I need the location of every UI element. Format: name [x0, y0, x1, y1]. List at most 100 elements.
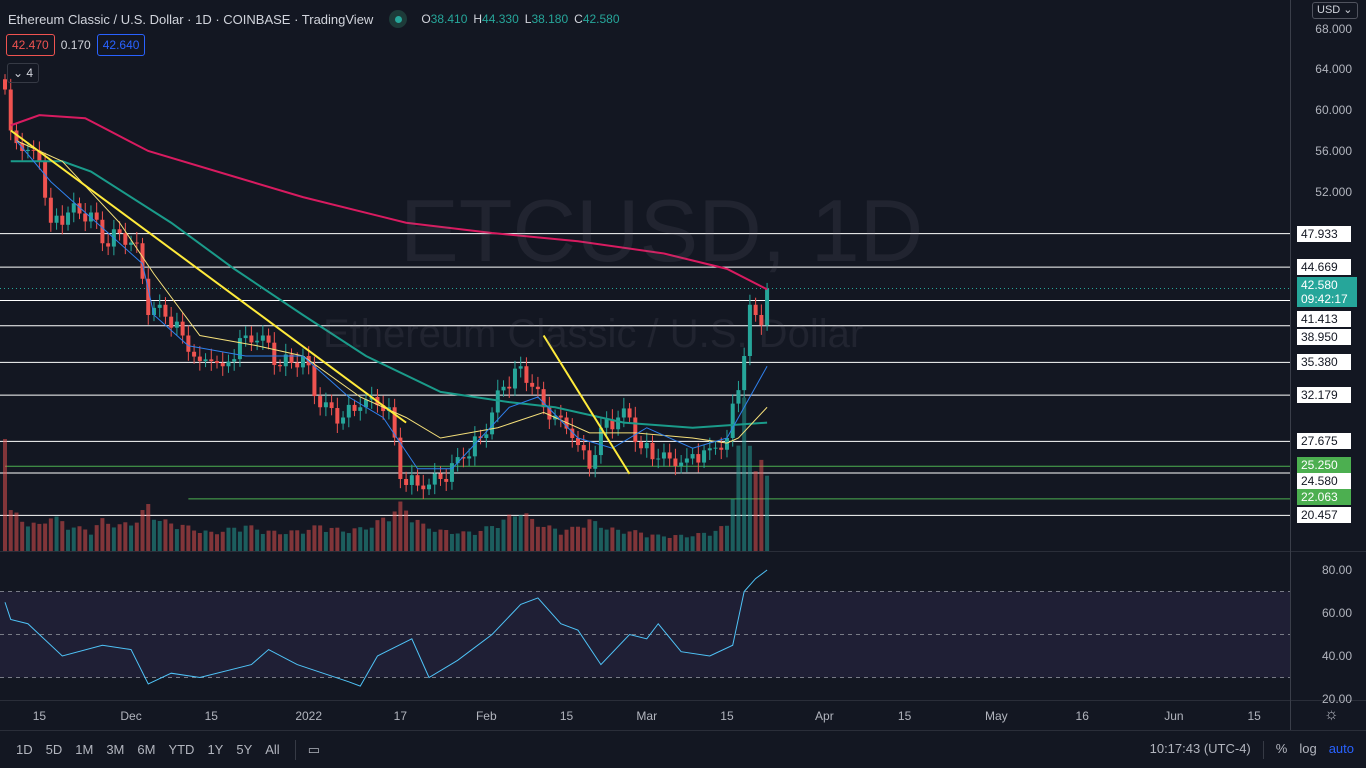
- candle: [535, 386, 540, 390]
- volume-bar: [512, 516, 517, 551]
- candle: [512, 368, 517, 389]
- volume-bar: [169, 523, 174, 551]
- rsi-chart[interactable]: [0, 553, 1290, 700]
- volume-bar: [707, 535, 712, 551]
- range-button-3m[interactable]: 3M: [106, 742, 125, 757]
- candle: [478, 436, 483, 438]
- range-button-1d[interactable]: 1D: [16, 742, 33, 757]
- currency-select[interactable]: USD ⌄: [1312, 2, 1358, 19]
- trendline: [10, 129, 407, 424]
- candle: [203, 359, 208, 362]
- candle: [404, 479, 409, 485]
- volume-bar: [438, 529, 443, 551]
- volume-bar: [283, 534, 288, 551]
- volume-bar: [192, 530, 197, 551]
- volume-bar: [558, 534, 563, 551]
- candle: [346, 404, 351, 418]
- trade-panel: 42.470 0.170 42.640: [6, 34, 146, 56]
- volume-bar: [621, 533, 626, 551]
- indicators-toggle[interactable]: ⌄ 4: [7, 63, 40, 83]
- candle: [398, 437, 403, 479]
- candle: [117, 229, 122, 233]
- volume-bar: [644, 537, 649, 551]
- sell-button[interactable]: 42.470: [6, 34, 55, 56]
- candle: [66, 212, 71, 225]
- support-label: 25.250: [1297, 457, 1351, 473]
- buy-button[interactable]: 42.640: [96, 34, 146, 56]
- volume-bar: [650, 534, 655, 551]
- volume-bar: [249, 525, 254, 551]
- candle: [421, 485, 426, 490]
- settings-gear-icon[interactable]: ☼: [1324, 706, 1339, 723]
- volume-bar: [404, 510, 409, 551]
- candle: [432, 473, 437, 485]
- price-tick-label: 64.000: [1315, 62, 1352, 76]
- auto-scale-toggle[interactable]: auto: [1328, 741, 1354, 756]
- range-button-ytd[interactable]: YTD: [168, 742, 195, 757]
- volume-bar: [661, 536, 666, 551]
- percent-scale-toggle[interactable]: %: [1275, 741, 1288, 756]
- candle: [215, 361, 220, 364]
- candle: [501, 386, 506, 391]
- level-label: 24.580: [1297, 473, 1351, 489]
- volume-bar: [134, 522, 139, 551]
- ohlc-values: O38.410 H44.330 L38.180 C42.580: [421, 12, 620, 26]
- candle: [713, 447, 718, 449]
- volume-bar: [369, 527, 374, 551]
- volume-bar: [146, 504, 151, 551]
- candle: [753, 304, 758, 315]
- range-button-6m[interactable]: 6M: [137, 742, 156, 757]
- candle: [197, 356, 202, 362]
- time-tick-label: 16: [1075, 709, 1089, 723]
- candle: [576, 438, 580, 446]
- range-button-1y[interactable]: 1Y: [207, 742, 224, 757]
- volume-bar: [20, 521, 25, 551]
- candle: [759, 315, 764, 326]
- candle: [610, 419, 615, 430]
- candle: [3, 79, 7, 90]
- range-button-all[interactable]: All: [265, 742, 280, 757]
- candle: [604, 419, 609, 428]
- volume-bar: [484, 526, 489, 551]
- low-value: 38.180: [531, 12, 569, 26]
- range-button-1m[interactable]: 1M: [75, 742, 94, 757]
- candle: [186, 335, 191, 352]
- volume-bar: [140, 510, 145, 551]
- candle: [570, 428, 575, 438]
- candle: [656, 458, 661, 460]
- candle: [616, 417, 621, 430]
- volume-bar: [478, 530, 483, 551]
- pane-divider[interactable]: [0, 551, 1366, 552]
- volume-bar: [295, 530, 300, 551]
- scale-options: 10:17:43 (UTC-4) % log auto: [1150, 741, 1354, 759]
- level-label: 41.413: [1297, 311, 1351, 327]
- volume-bar: [341, 531, 346, 551]
- candle: [736, 390, 741, 404]
- candle: [449, 463, 454, 482]
- symbol-title[interactable]: Ethereum Classic / U.S. Dollar · 1D · CO…: [8, 11, 374, 27]
- log-scale-toggle[interactable]: log: [1299, 741, 1317, 756]
- candle: [255, 340, 260, 343]
- candle: [323, 402, 328, 408]
- candle: [409, 475, 414, 485]
- candle: [673, 458, 678, 467]
- range-button-5d[interactable]: 5D: [45, 742, 63, 757]
- time-tick-label: Jun: [1164, 709, 1184, 723]
- price-chart[interactable]: [0, 0, 1290, 551]
- volume-bar: [472, 534, 477, 551]
- range-button-5y[interactable]: 5Y: [236, 742, 253, 757]
- candle: [541, 389, 546, 408]
- volume-bar: [60, 521, 65, 551]
- price-tick-label: 56.000: [1315, 144, 1352, 158]
- volume-bar: [226, 527, 231, 551]
- candle: [163, 304, 168, 317]
- volume-bar: [3, 439, 7, 551]
- volume-bar: [553, 528, 558, 551]
- candle: [329, 402, 334, 409]
- volume-bar: [667, 537, 672, 551]
- candle: [707, 448, 712, 451]
- price-tick-label: 68.000: [1315, 22, 1352, 36]
- goto-date-icon[interactable]: ▭: [307, 741, 320, 757]
- candle: [639, 442, 644, 449]
- volume-bar: [203, 530, 208, 551]
